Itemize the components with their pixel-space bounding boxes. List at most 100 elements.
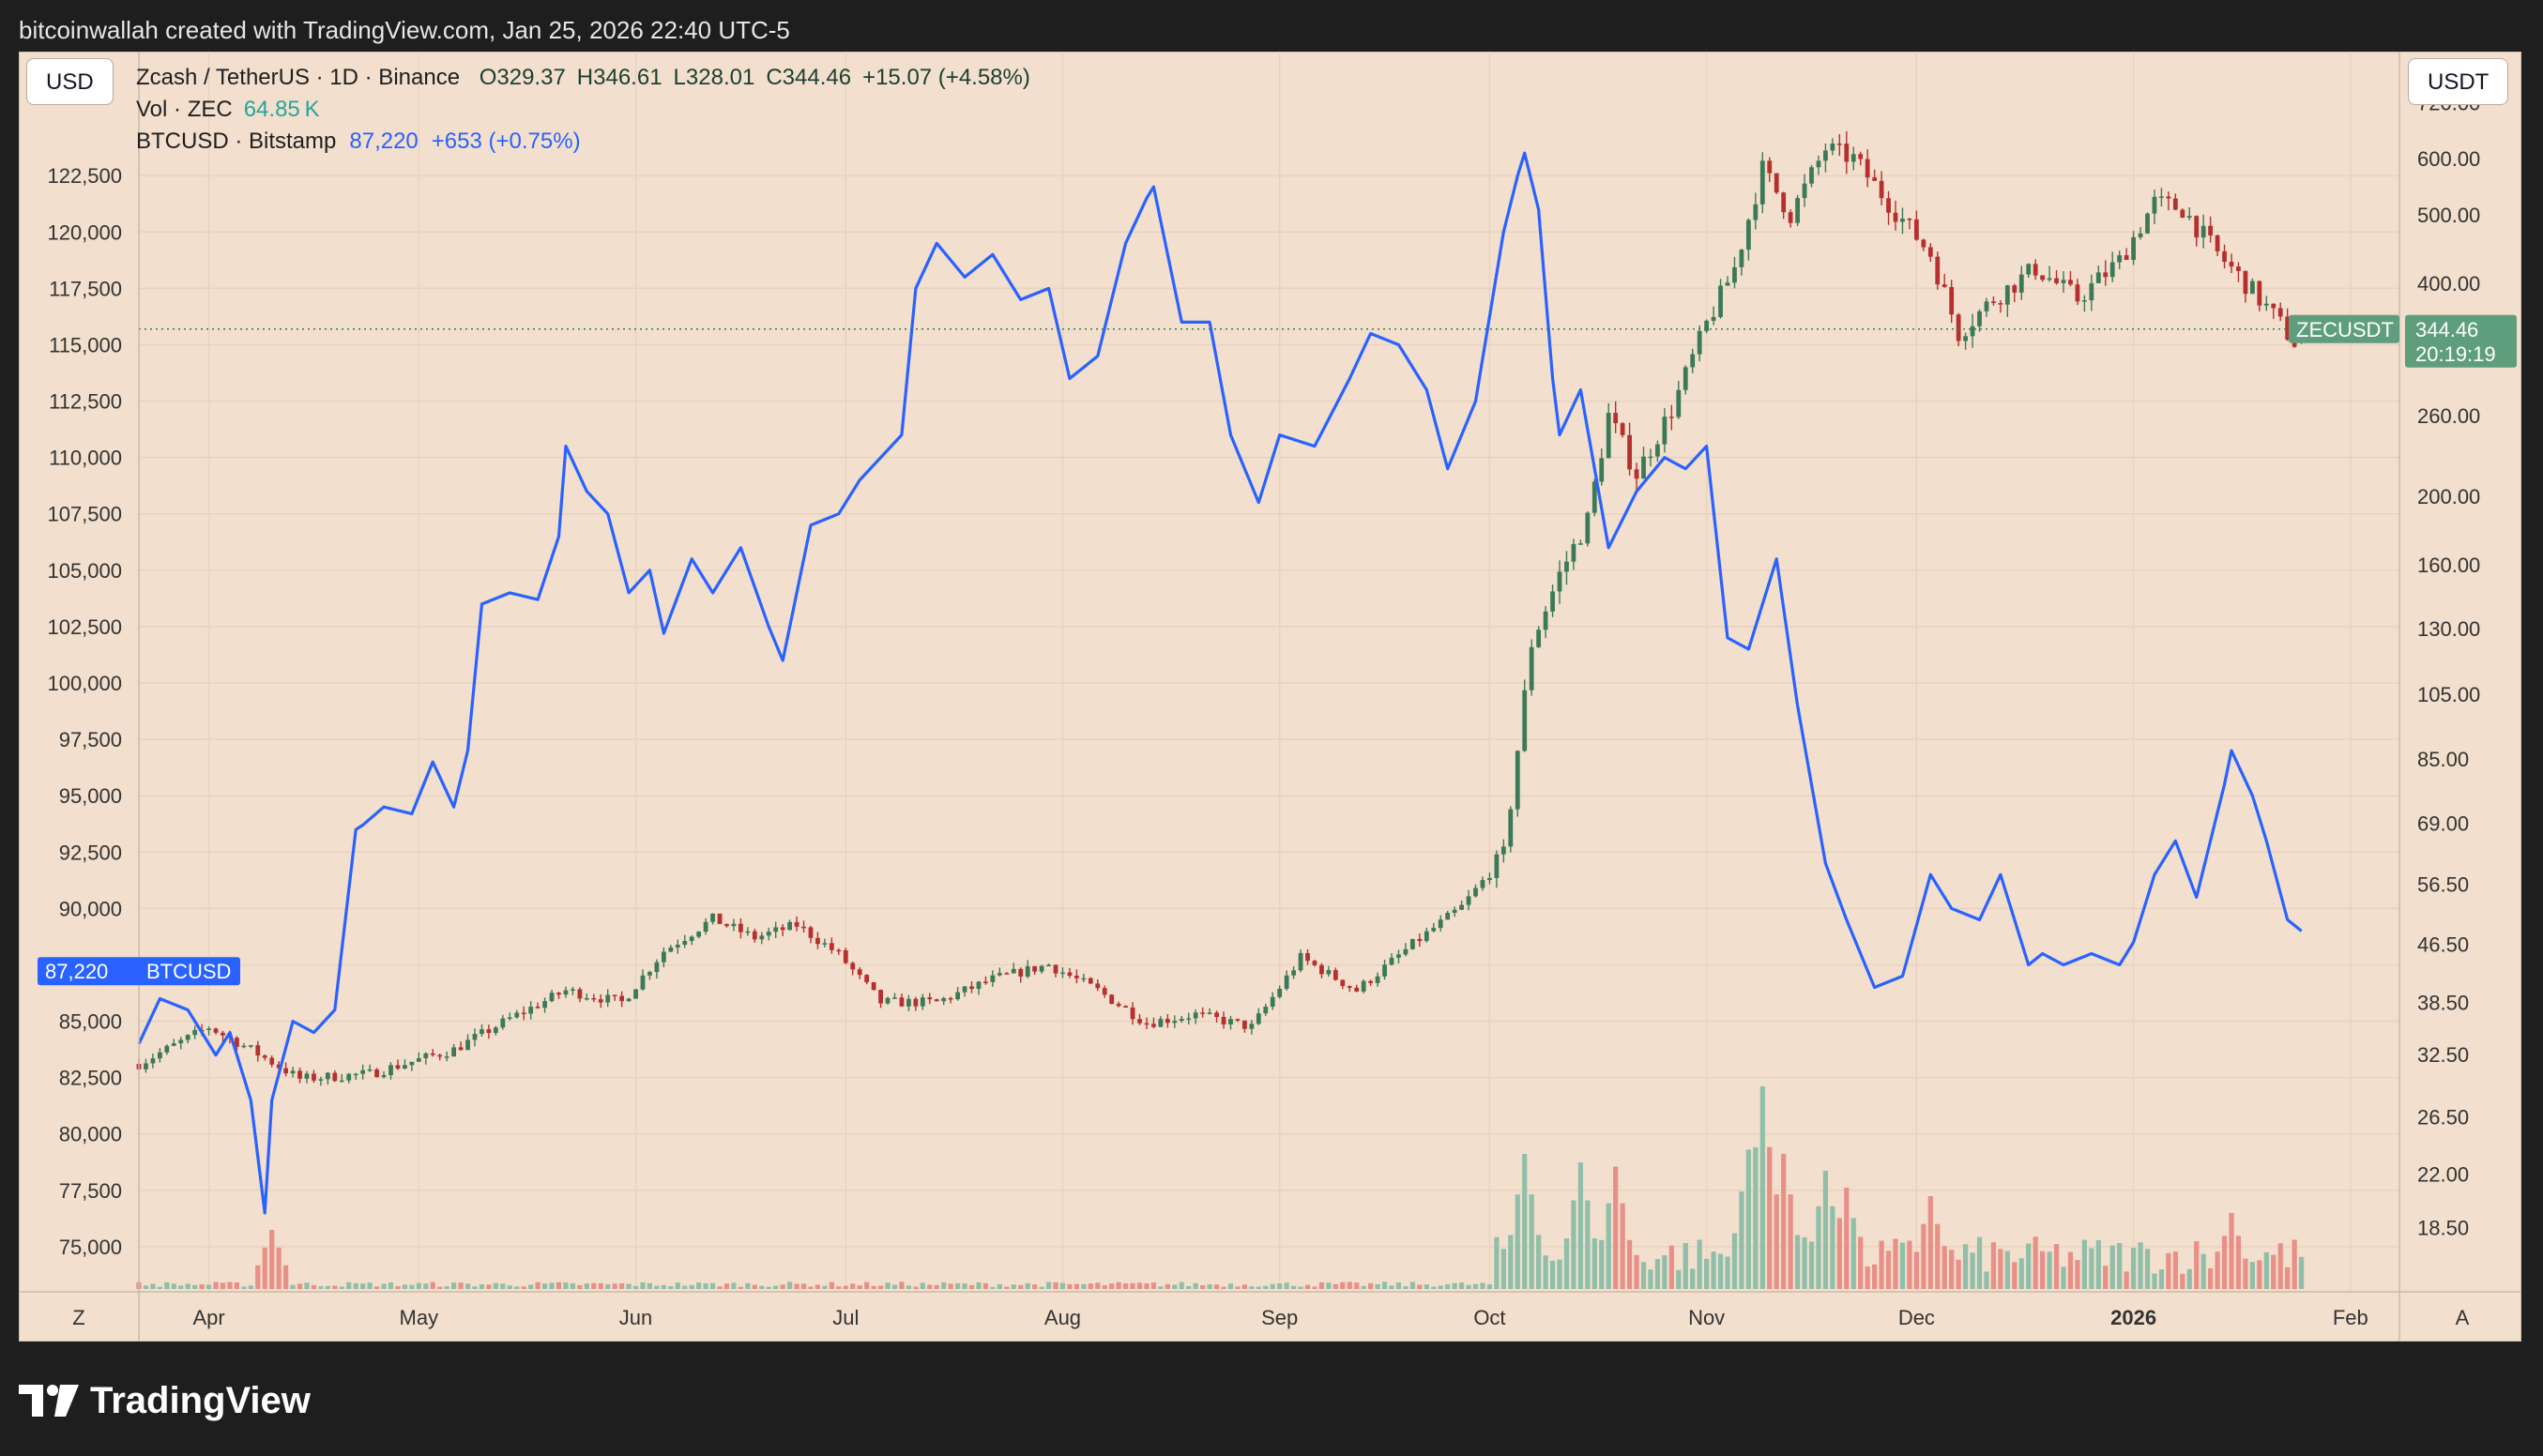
legend-btc-change: +653 (+0.75%) bbox=[431, 129, 581, 154]
candle-body bbox=[1403, 948, 1409, 955]
zec-candle bbox=[444, 1051, 449, 1062]
chart-legend: Zcash / TetherUS · 1D · Binance O329.37 H… bbox=[136, 62, 1042, 158]
volume-bar bbox=[857, 1285, 862, 1289]
z-corner-button[interactable]: Z bbox=[72, 1306, 84, 1329]
volume-bar bbox=[675, 1282, 680, 1289]
zec-candle bbox=[2263, 296, 2269, 311]
zec-candle bbox=[1529, 639, 1534, 696]
left-tick-label: 112,500 bbox=[49, 390, 122, 414]
zec-candle bbox=[430, 1049, 435, 1057]
candle-body bbox=[276, 1064, 282, 1069]
candle-body bbox=[739, 923, 743, 933]
candle-body bbox=[1284, 975, 1289, 989]
volume-bar bbox=[1739, 1191, 1744, 1289]
zec-candle bbox=[1354, 984, 1360, 993]
candle-body bbox=[290, 1070, 296, 1074]
legend-zec-row[interactable]: Zcash / TetherUS · 1D · Binance O329.37 H… bbox=[136, 62, 1042, 94]
volume-bar bbox=[2138, 1242, 2143, 1289]
right-unit-button[interactable]: USDT bbox=[2408, 58, 2509, 105]
legend-btc-row[interactable]: BTCUSD · Bitstamp 87,220 +653 (+0.75%) bbox=[136, 126, 1042, 158]
candle-body bbox=[1123, 1006, 1129, 1008]
zec-candle bbox=[829, 937, 834, 954]
volume-bar bbox=[891, 1284, 898, 1289]
volume-bar bbox=[1179, 1282, 1184, 1289]
right-tick-label: 32.50 bbox=[2417, 1043, 2469, 1067]
volume-bar bbox=[2144, 1249, 2151, 1289]
candle-body bbox=[1459, 904, 1465, 910]
candle-body bbox=[1718, 285, 1723, 317]
candle-body bbox=[920, 997, 925, 1007]
volume-bar bbox=[1053, 1282, 1058, 1289]
zec-candle bbox=[472, 1028, 478, 1047]
candle-body bbox=[843, 949, 848, 963]
zec-candle bbox=[2249, 278, 2255, 295]
candle-body bbox=[1648, 456, 1653, 459]
zec-candle bbox=[759, 932, 765, 945]
legend-vol-row[interactable]: Vol · ZEC 64.85 K bbox=[136, 94, 1042, 126]
zec-candle bbox=[1074, 969, 1079, 984]
zec-candle bbox=[1970, 313, 1975, 348]
zec-candle bbox=[1053, 963, 1058, 978]
volume-bar bbox=[1318, 1282, 1325, 1289]
tradingview-brand[interactable]: TradingView bbox=[19, 1377, 311, 1424]
volume-bar bbox=[1291, 1285, 1297, 1289]
candle-body bbox=[1802, 183, 1807, 199]
zec-candle bbox=[1445, 910, 1451, 920]
zec-candle bbox=[598, 993, 603, 1009]
zec-candle bbox=[2236, 262, 2241, 282]
volume-bar bbox=[1417, 1284, 1423, 1289]
candle-body bbox=[514, 1012, 520, 1018]
zec-candle bbox=[962, 986, 967, 997]
volume-bar bbox=[1130, 1282, 1135, 1289]
candle-body bbox=[2292, 340, 2297, 347]
volume-bar bbox=[1067, 1283, 1073, 1289]
volume-bar bbox=[934, 1284, 939, 1289]
candle-body bbox=[1319, 964, 1324, 975]
candle-body bbox=[2004, 285, 2010, 305]
volume-bar bbox=[304, 1282, 310, 1289]
zec-candle bbox=[1711, 306, 1716, 326]
volume-bar bbox=[430, 1282, 435, 1289]
candle-body bbox=[1144, 1023, 1150, 1025]
volume-bar bbox=[1683, 1243, 1688, 1289]
candle-body bbox=[577, 989, 583, 999]
zec-candle bbox=[647, 970, 652, 980]
volume-bar bbox=[437, 1286, 443, 1289]
candle-body bbox=[1627, 434, 1632, 470]
zec-candle bbox=[2004, 284, 2010, 317]
zec-candle bbox=[703, 918, 708, 935]
volume-bar bbox=[1381, 1282, 1388, 1289]
zec-label-bg bbox=[2289, 314, 2399, 343]
candle-body bbox=[675, 944, 680, 948]
candle-body bbox=[312, 1073, 316, 1081]
candle-body bbox=[1347, 986, 1352, 988]
volume-bar bbox=[1403, 1285, 1409, 1289]
candle-body bbox=[1277, 988, 1283, 997]
candle-body bbox=[2236, 266, 2241, 271]
volume-bar bbox=[1424, 1284, 1429, 1289]
candle-body bbox=[1165, 1019, 1170, 1024]
candle-body bbox=[269, 1057, 275, 1065]
candle-body bbox=[1683, 367, 1688, 390]
volume-bar bbox=[1431, 1286, 1437, 1289]
volume-bar bbox=[500, 1283, 506, 1289]
zec-candle bbox=[1739, 249, 1744, 276]
candle-body bbox=[1508, 809, 1514, 847]
candle-body bbox=[1668, 417, 1674, 418]
chart-attribution: bitcoinwallah created with TradingView.c… bbox=[19, 16, 790, 44]
volume-bar bbox=[1745, 1149, 1751, 1289]
zec-candle bbox=[2138, 227, 2143, 240]
zec-candle bbox=[955, 987, 961, 1001]
candle-body bbox=[1641, 456, 1646, 479]
zec-candle bbox=[1557, 560, 1562, 604]
a-corner-button[interactable]: A bbox=[2456, 1306, 2470, 1329]
candle-body bbox=[2117, 255, 2123, 263]
volume-bar bbox=[899, 1282, 905, 1289]
volume-bar bbox=[269, 1230, 275, 1289]
volume-bar bbox=[1347, 1282, 1352, 1289]
candle-body bbox=[1368, 980, 1374, 983]
left-unit-button[interactable]: USD bbox=[26, 58, 114, 105]
volume-bar bbox=[2229, 1213, 2234, 1289]
volume-bar bbox=[1802, 1236, 1807, 1289]
